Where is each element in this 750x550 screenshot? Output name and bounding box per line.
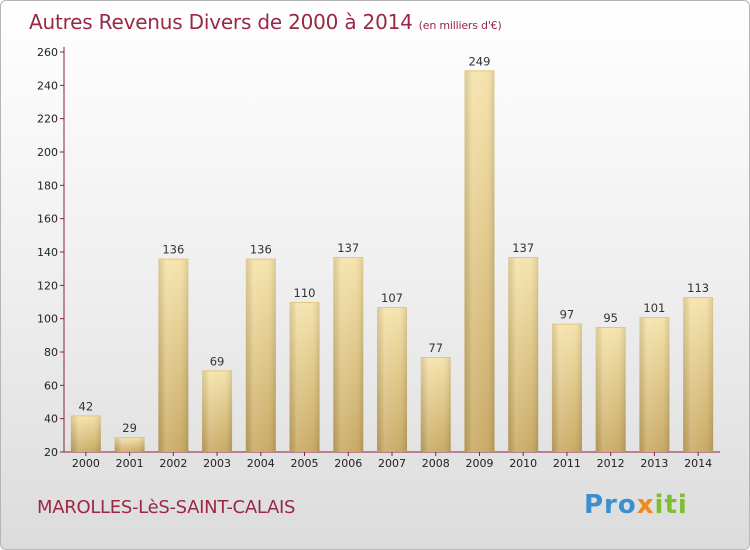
bar-shade (202, 370, 233, 452)
x-tick-label: 2010 (509, 457, 537, 470)
bar-shade (464, 70, 495, 452)
x-tick-label: 2007 (378, 457, 406, 470)
y-tick-label: 200 (37, 146, 58, 159)
logo-part-1: Pro (584, 490, 637, 520)
bar-value-label: 110 (294, 286, 316, 300)
y-tick-label: 160 (37, 213, 58, 226)
y-tick-label: 240 (37, 79, 58, 92)
bar-shade (377, 307, 407, 452)
bar-value-label: 136 (162, 243, 184, 257)
y-tick-label: 20 (44, 446, 58, 459)
logo-part-3: iti (654, 490, 688, 520)
bar-shade (158, 258, 189, 452)
bar-shade (289, 302, 320, 452)
y-tick-label: 100 (37, 313, 58, 326)
chart-unit: (en milliers d'€) (418, 19, 502, 32)
city-name: MAROLLES-LèS-SAINT-CALAIS (37, 497, 296, 518)
x-tick-label: 2011 (553, 457, 581, 470)
bar-shade (639, 317, 670, 452)
x-tick-label: 2012 (597, 457, 625, 470)
bar-value-label: 136 (250, 243, 272, 257)
bar-shade (70, 415, 101, 452)
y-tick-label: 80 (44, 346, 58, 359)
y-tick-label: 40 (44, 413, 58, 426)
bar-shade (551, 323, 582, 452)
bar-value-label: 42 (79, 399, 94, 413)
bar-shade (595, 327, 626, 452)
logo-part-2: x (636, 490, 655, 520)
bar-shade (245, 258, 276, 452)
x-tick-label: 2014 (684, 457, 712, 470)
x-tick-label: 2003 (203, 457, 231, 470)
x-tick-label: 2000 (72, 457, 100, 470)
x-tick-label: 2005 (291, 457, 319, 470)
x-tick-label: 2002 (159, 457, 187, 470)
bar-value-label: 137 (337, 241, 359, 255)
bar-shade (333, 257, 364, 452)
y-tick-label: 120 (37, 279, 58, 292)
bar-value-label: 107 (381, 291, 403, 305)
x-tick-label: 2009 (465, 457, 493, 470)
chart-title: Autres Revenus Divers de 2000 à 2014 (en … (29, 10, 502, 34)
y-tick-label: 220 (37, 113, 58, 126)
bar-shade (114, 437, 145, 452)
y-tick-label: 260 (37, 46, 58, 59)
bar-value-label: 95 (603, 311, 618, 325)
bar-shade (420, 357, 451, 452)
bar-shade (508, 257, 539, 452)
bar-value-label: 29 (122, 421, 137, 435)
chart-title-text: Autres Revenus Divers de 2000 à 2014 (29, 10, 413, 34)
y-tick-label: 60 (44, 379, 58, 392)
x-tick-label: 2001 (116, 457, 144, 470)
proxiti-logo: Proxiti (584, 490, 688, 520)
x-tick-label: 2004 (247, 457, 275, 470)
bar-value-label: 97 (560, 308, 575, 322)
x-tick-label: 2008 (422, 457, 450, 470)
bar-value-label: 113 (687, 281, 709, 295)
y-tick-label: 180 (37, 179, 58, 192)
x-tick-label: 2013 (640, 457, 668, 470)
bar-shade (683, 297, 714, 452)
bar-value-label: 137 (512, 241, 534, 255)
x-tick-label: 2006 (334, 457, 362, 470)
bar-value-label: 101 (643, 301, 665, 315)
bar-value-label: 69 (210, 354, 225, 368)
bar-value-label: 249 (468, 54, 490, 68)
y-tick-label: 140 (37, 246, 58, 259)
bar-value-label: 77 (428, 341, 443, 355)
